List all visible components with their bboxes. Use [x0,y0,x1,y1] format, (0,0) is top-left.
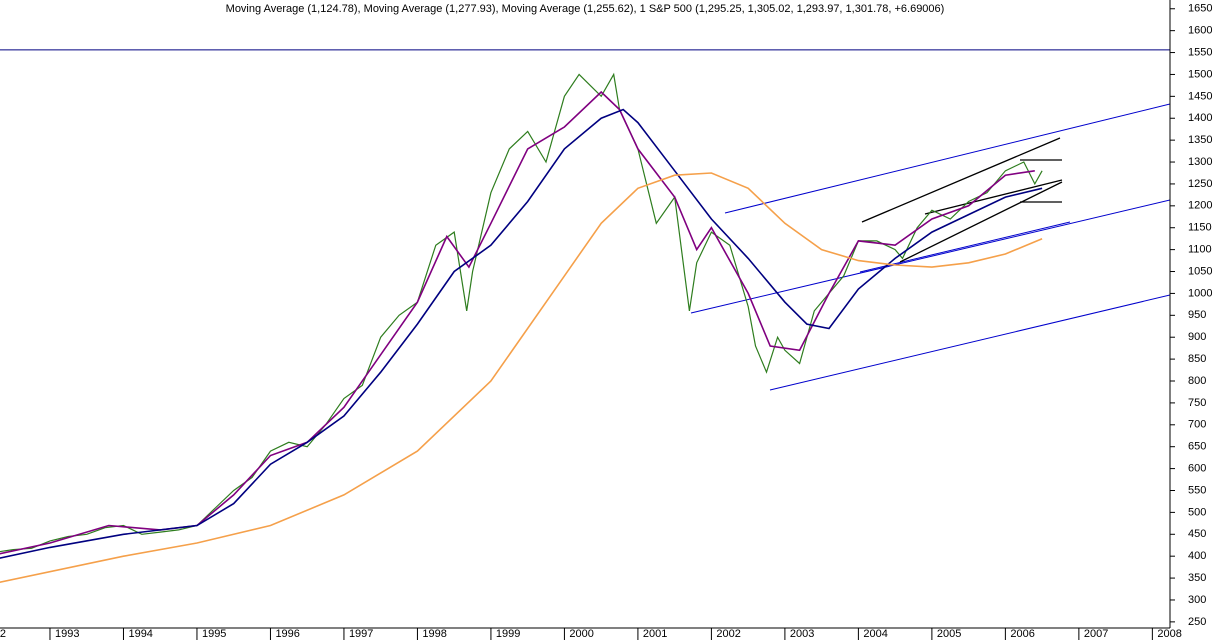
x-tick-label: 2002 [716,628,740,640]
y-tick-label: 1550 [1188,46,1212,58]
y-tick-label: 1350 [1188,134,1212,146]
x-tick-label: 2000 [569,628,593,640]
plot-area [0,49,1170,584]
y-tick-label: 650 [1188,441,1206,453]
x-tick-label: 1997 [349,628,373,640]
x-tick-label: 1994 [128,628,152,640]
trend-lines [861,137,1063,263]
trend-channel [690,103,1170,391]
x-tick-label: 1995 [202,628,226,640]
y-tick-label: 1100 [1188,244,1212,256]
y-tick-label: 1250 [1188,178,1212,190]
y-tick-label: 700 [1188,419,1206,431]
y-tick-label: 1600 [1188,25,1212,37]
x-tick-label: 2006 [1010,628,1034,640]
y-tick-label: 850 [1188,353,1206,365]
x-tick-label: 2007 [1084,628,1108,640]
y-tick-label: 300 [1188,594,1206,606]
x-tick-label: 2005 [937,628,961,640]
y-tick-label: 600 [1188,462,1206,474]
x-tick-label: 1993 [55,628,79,640]
y-tick-label: 1400 [1188,112,1212,124]
y-tick-label: 1500 [1188,68,1212,80]
y-tick-label: 1050 [1188,265,1212,277]
y-tick-label: 1000 [1188,287,1212,299]
y-tick-label: 550 [1188,484,1206,496]
x-tick-label: 1999 [496,628,520,640]
x-tick-label: 1996 [275,628,299,640]
y-tick-label: 350 [1188,572,1206,584]
y-tick-label: 750 [1188,397,1206,409]
y-tick-label: 950 [1188,309,1206,321]
x-tick-label: 2003 [790,628,814,640]
y-tick-label: 1200 [1188,200,1212,212]
series-line [0,72,1043,553]
y-tick-label: 800 [1188,375,1206,387]
x-tick-label: 1998 [422,628,446,640]
x-tick-label: 2008 [1157,628,1181,640]
y-tick-label: 450 [1188,528,1206,540]
y-tick-label: 900 [1188,331,1206,343]
chart-title: Moving Average (1,124.78), Moving Averag… [226,3,945,15]
y-tick-label: 1300 [1188,156,1212,168]
y-tick-label: 500 [1188,506,1206,518]
series-line [0,108,1043,559]
y-tick-label: 1650 [1188,3,1212,15]
series-line [0,172,1043,584]
x-tick-label: 1992 [0,628,6,640]
y-tick-label: 1450 [1188,90,1212,102]
y-tick-label: 400 [1188,550,1206,562]
x-tick-label: 2004 [863,628,887,640]
x-tick-label: 2001 [643,628,667,640]
y-tick-label: 1150 [1188,222,1212,234]
series-line [0,90,1035,555]
y-tick-label: 250 [1188,616,1206,628]
